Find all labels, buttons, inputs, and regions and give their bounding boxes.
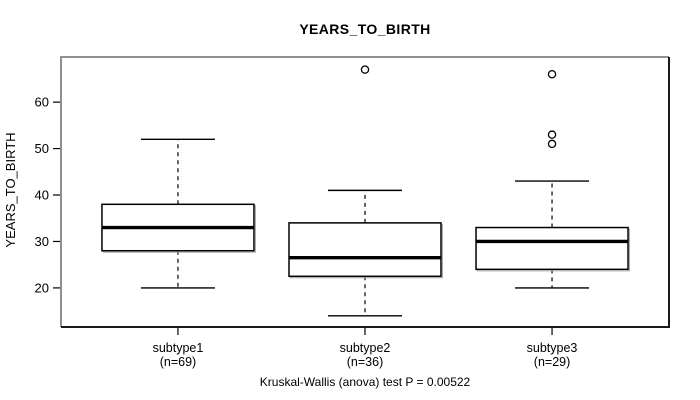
box-subtype2 <box>288 222 442 278</box>
group-label-subtype2: subtype2 <box>340 341 391 355</box>
y-tick-label: 40 <box>35 188 49 203</box>
y-tick-label: 60 <box>35 95 49 110</box>
group-sublabel-subtype1: (n=69) <box>160 355 196 369</box>
outlier-point-subtype3 <box>547 130 557 139</box>
stat-test-caption: Kruskal-Wallis (anova) test P = 0.00522 <box>259 375 471 389</box>
group-label-subtype3: subtype3 <box>527 341 578 355</box>
plot-frame-topleft <box>60 56 669 327</box>
outlier-point-subtype3 <box>547 70 557 79</box>
plot-frame-bottomright <box>61 57 670 328</box>
box-subtype3 <box>475 226 629 271</box>
y-tick-label: 20 <box>35 280 49 295</box>
y-tick-label: 50 <box>35 141 49 156</box>
chart-title: YEARS_TO_BIRTH <box>299 21 431 37</box>
group-sublabel-subtype3: (n=29) <box>534 355 570 369</box>
group-sublabel-subtype2: (n=36) <box>347 355 383 369</box>
outlier-point-subtype2 <box>360 65 370 74</box>
outlier-point-subtype3 <box>547 139 557 149</box>
y-tick-label: 30 <box>35 234 49 249</box>
group-label-subtype1: subtype1 <box>153 341 204 355</box>
